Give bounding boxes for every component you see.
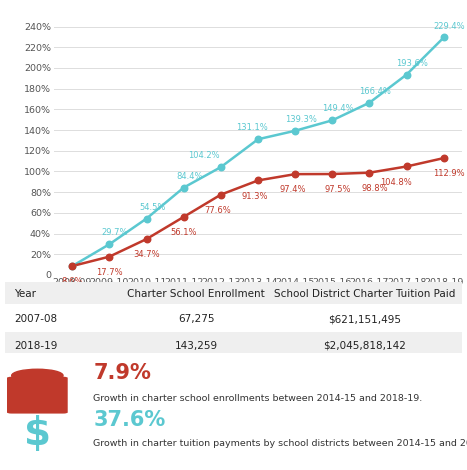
Text: 54.5%: 54.5% (139, 203, 165, 212)
Point (69, 262, 76, 270)
Text: 131.1%: 131.1% (237, 123, 269, 132)
Text: 104.2%: 104.2% (188, 151, 220, 160)
Text: Charter School Enrollment: Charter School Enrollment (127, 290, 265, 299)
Text: 8.6%: 8.6% (62, 277, 83, 286)
Text: School District Charter Tuition Paid: School District Charter Tuition Paid (274, 290, 455, 299)
Point (255, 135, 262, 143)
Text: 29.7%: 29.7% (102, 228, 128, 237)
Text: 56.1%: 56.1% (170, 228, 197, 237)
Text: Year: Year (14, 290, 36, 299)
Text: $621,151,495: $621,151,495 (328, 314, 401, 324)
Point (180, 213, 187, 220)
Point (180, 184, 187, 191)
Text: 67,275: 67,275 (178, 314, 214, 324)
Circle shape (12, 369, 63, 382)
Point (143, 215, 150, 222)
Point (291, 127, 299, 134)
Text: $: $ (24, 415, 51, 453)
Text: 229.4%: 229.4% (433, 22, 465, 31)
Text: $2,045,818,142: $2,045,818,142 (323, 341, 406, 351)
Text: 149.4%: 149.4% (322, 104, 354, 113)
Point (217, 164, 225, 171)
Text: 98.8%: 98.8% (362, 184, 389, 193)
Text: 77.6%: 77.6% (205, 206, 232, 215)
Text: 34.7%: 34.7% (133, 250, 160, 259)
Text: 17.7%: 17.7% (96, 268, 123, 277)
Point (329, 117, 336, 124)
Text: Growth in charter school enrollments between 2014-15 and 2018-19.: Growth in charter school enrollments bet… (93, 394, 423, 403)
Point (403, 163, 410, 170)
Text: 97.5%: 97.5% (325, 185, 351, 194)
FancyBboxPatch shape (7, 377, 68, 414)
Text: 139.3%: 139.3% (285, 115, 317, 124)
Point (143, 235, 150, 243)
Point (366, 99, 373, 107)
Text: 104.8%: 104.8% (380, 178, 411, 187)
Text: 84.4%: 84.4% (176, 172, 203, 180)
FancyBboxPatch shape (5, 332, 462, 353)
Point (329, 170, 336, 178)
Text: Growth in charter tuition payments by school districts between 2014-15 and 2018-: Growth in charter tuition payments by sc… (93, 439, 467, 448)
Point (106, 253, 113, 260)
Point (291, 170, 299, 178)
Legend: Charter School Enrollment, School District Charter Tuition Paid: Charter School Enrollment, School Distri… (55, 0, 389, 3)
Text: 2007-08: 2007-08 (14, 314, 57, 324)
Point (69, 262, 76, 270)
Text: 97.4%: 97.4% (279, 185, 305, 194)
Point (255, 177, 262, 184)
Point (403, 71, 410, 78)
Text: 91.3%: 91.3% (242, 192, 269, 201)
Text: 2018-19: 2018-19 (14, 341, 57, 351)
Point (440, 154, 447, 162)
Text: 37.6%: 37.6% (93, 410, 166, 431)
Point (366, 169, 373, 176)
Text: 193.6%: 193.6% (396, 59, 428, 68)
Text: 7.9%: 7.9% (93, 363, 151, 383)
Point (440, 34, 447, 41)
Point (217, 191, 225, 198)
Text: 166.4%: 166.4% (359, 87, 391, 96)
Text: 112.9%: 112.9% (433, 169, 465, 178)
FancyBboxPatch shape (5, 282, 462, 304)
Text: 143,259: 143,259 (175, 341, 218, 351)
Point (106, 241, 113, 248)
